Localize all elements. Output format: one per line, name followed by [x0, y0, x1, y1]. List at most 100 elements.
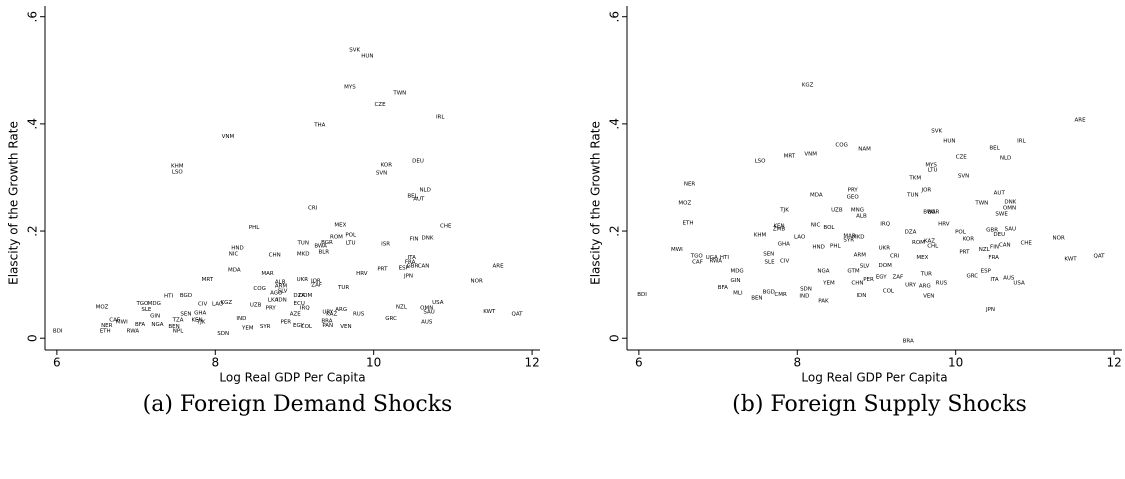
point-label: ROM	[912, 240, 925, 246]
point-label: MOZ	[678, 201, 691, 207]
point-label: BEL	[989, 145, 1000, 151]
point-label: ARG	[919, 284, 931, 290]
point-label: NER	[684, 181, 696, 187]
point-label: YEM	[241, 326, 254, 332]
point-label: UKR	[297, 277, 309, 283]
y-tick-label: .6	[608, 11, 622, 22]
point-label: IRQ	[880, 222, 890, 228]
y-tick-label: 0	[26, 334, 40, 342]
point-label: ZAF	[311, 283, 322, 289]
point-label: AUT	[413, 196, 425, 202]
point-label: PRY	[848, 187, 859, 193]
point-label: AUS	[1003, 276, 1015, 282]
point-label: BGD	[763, 290, 775, 296]
point-label: SLE	[141, 307, 152, 313]
point-label: FRA	[988, 255, 999, 261]
point-label: EGY	[293, 323, 304, 329]
point-label: IRL	[1017, 139, 1026, 145]
point-label: SAU	[1005, 226, 1016, 232]
point-label: AUT	[994, 191, 1006, 197]
point-label: HND	[231, 246, 244, 252]
point-label: BGD	[180, 293, 192, 299]
point-label: KGZ	[221, 300, 233, 306]
point-label: GIN	[731, 278, 741, 284]
point-label: MYS	[344, 84, 356, 90]
point-label: BFA	[135, 322, 145, 328]
point-label: BRA	[321, 319, 332, 325]
point-label: ETH	[682, 221, 693, 227]
point-label: BDI	[637, 292, 647, 298]
point-label: URY	[905, 283, 916, 289]
y-axis-title: Elascity of the Growth Rate	[7, 121, 21, 285]
point-label: KHM	[171, 164, 184, 170]
point-label: CRI	[308, 206, 318, 212]
point-label: ARM	[854, 253, 867, 259]
point-label: SYR	[260, 324, 271, 330]
point-label: CHE	[1020, 240, 1032, 246]
point-label: PHL	[249, 225, 260, 231]
point-label: HTI	[720, 255, 729, 261]
point-label: PER	[863, 277, 874, 283]
point-label: DOM	[879, 263, 893, 269]
point-label: FRA	[405, 260, 416, 266]
point-label: MWI	[671, 247, 683, 253]
point-label: BGR	[928, 209, 940, 215]
point-label: POL	[345, 232, 357, 238]
point-label: KWT	[483, 309, 496, 315]
point-label: MAR	[843, 233, 856, 239]
point-label: SVK	[349, 47, 360, 53]
point-label: IND	[799, 293, 809, 299]
point-label: CAN	[418, 263, 430, 269]
point-label: OMN	[420, 306, 433, 312]
point-label: SLE	[765, 260, 776, 266]
point-label: KGZ	[802, 82, 814, 88]
point-label: ARM	[275, 284, 288, 290]
point-label: RUS	[353, 312, 365, 318]
point-label: EGY	[876, 275, 887, 281]
point-label: SVK	[931, 128, 942, 134]
point-label: MDG	[148, 301, 161, 307]
point-label: ESP	[399, 266, 410, 272]
point-label: ECU	[294, 301, 305, 307]
point-label: BOL	[823, 225, 835, 231]
point-label: RUS	[936, 281, 948, 287]
point-label: COG	[835, 142, 847, 148]
point-label: JPN	[403, 274, 413, 280]
point-label: GBR	[407, 263, 419, 269]
point-label: CIV	[198, 301, 207, 307]
point-label: SEN	[763, 252, 774, 258]
point-label: QAT	[1094, 254, 1106, 260]
point-label: LTU	[346, 240, 356, 246]
point-label: NOR	[1053, 236, 1065, 242]
point-label: NGA	[817, 269, 829, 275]
point-label: MNG	[851, 208, 864, 214]
point-label: TWN	[392, 90, 406, 96]
point-label: NLD	[419, 187, 430, 193]
point-label: ARG	[335, 307, 347, 313]
x-tick-label: 8	[793, 356, 801, 370]
point-label: ETH	[100, 329, 111, 335]
point-label: DNK	[1004, 200, 1016, 206]
point-label: CAF	[109, 317, 120, 323]
point-label: BEN	[168, 324, 179, 330]
point-label: NER	[101, 323, 113, 329]
point-label: FIN	[410, 237, 419, 243]
point-label: HRV	[356, 271, 368, 277]
point-label: TKM	[908, 176, 921, 182]
y-tick-label: .2	[26, 225, 40, 236]
point-label: ALB	[275, 279, 286, 285]
point-label: TUN	[906, 193, 919, 199]
point-label: HTI	[164, 293, 173, 299]
point-label: USA	[1013, 281, 1025, 287]
x-axis-title: Log Real GDP Per Capita	[219, 371, 365, 385]
point-label: ZAF	[893, 275, 904, 281]
point-label: KWT	[1064, 256, 1077, 262]
x-tick-label: 6	[635, 356, 643, 370]
point-label: COL	[883, 289, 895, 295]
point-label: GIN	[150, 314, 160, 320]
point-label: COL	[301, 324, 313, 330]
point-label: CZE	[956, 155, 968, 161]
point-label: KHM	[754, 232, 767, 238]
point-label: MEX	[334, 223, 346, 229]
point-label: BGR	[321, 240, 333, 246]
